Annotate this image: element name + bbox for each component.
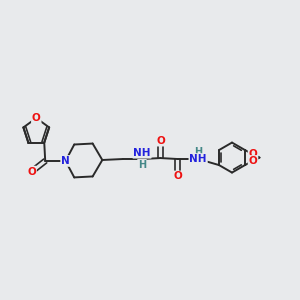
Text: O: O [173,171,182,182]
Text: O: O [32,113,41,123]
Text: H: H [194,147,202,157]
Text: NH: NH [189,154,207,164]
Text: O: O [249,149,257,159]
Text: N: N [61,156,70,166]
Text: O: O [156,136,165,146]
Text: H: H [138,160,146,170]
Text: O: O [249,156,257,166]
Text: O: O [27,167,36,177]
Text: NH: NH [133,148,151,158]
